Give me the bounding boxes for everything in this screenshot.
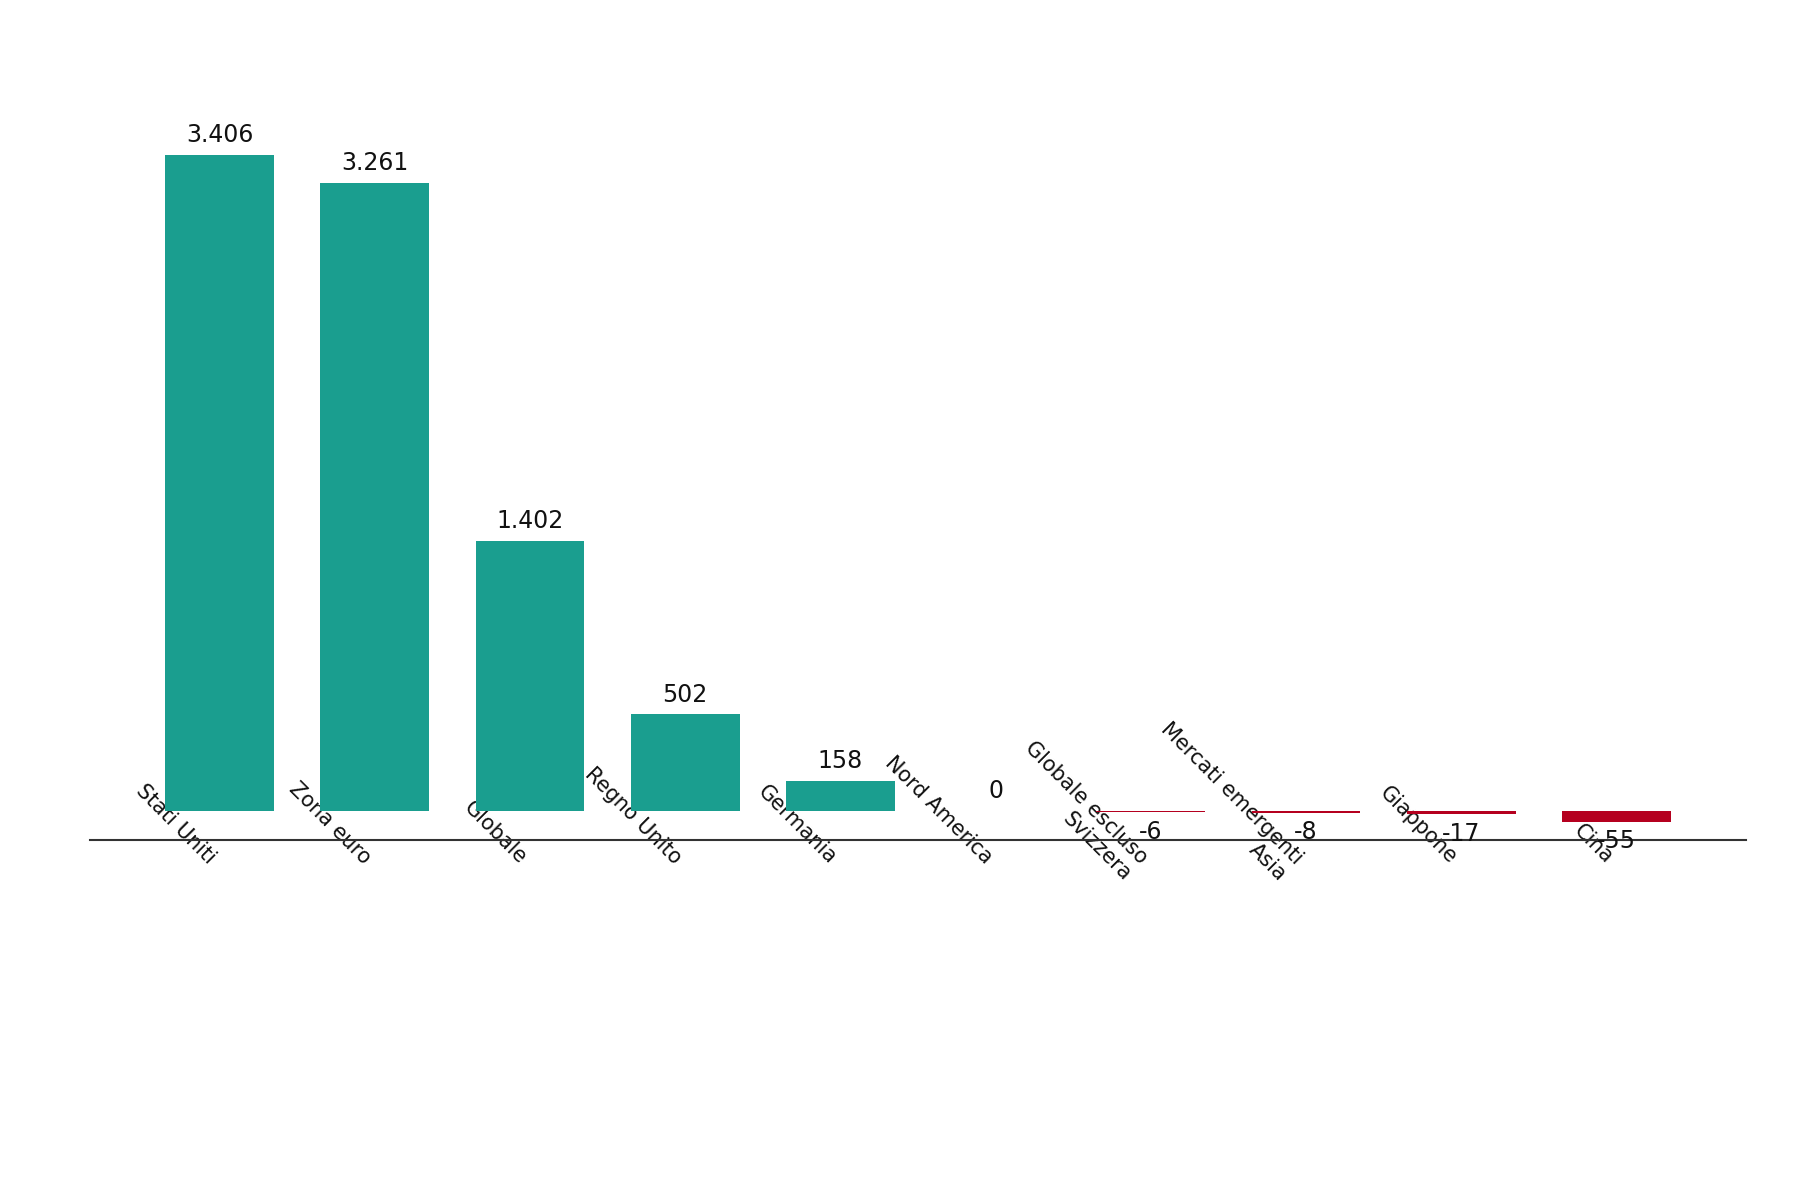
Text: 502: 502 — [662, 683, 707, 707]
Bar — [166, 155, 274, 811]
Bar — [1562, 811, 1670, 822]
Bar — [1251, 811, 1361, 812]
Bar — [320, 184, 428, 811]
Bar — [1408, 811, 1516, 815]
Text: -17: -17 — [1442, 822, 1480, 846]
Bar — [630, 714, 740, 811]
Text: 0: 0 — [988, 780, 1003, 804]
Text: -8: -8 — [1294, 821, 1318, 845]
Text: -6: -6 — [1139, 820, 1163, 844]
Text: 158: 158 — [817, 749, 862, 773]
Text: -55: -55 — [1597, 829, 1636, 853]
Text: 3.406: 3.406 — [185, 124, 254, 148]
Bar — [787, 781, 895, 811]
Text: 3.261: 3.261 — [342, 151, 409, 175]
Text: 1.402: 1.402 — [497, 509, 563, 533]
Bar — [475, 541, 585, 811]
